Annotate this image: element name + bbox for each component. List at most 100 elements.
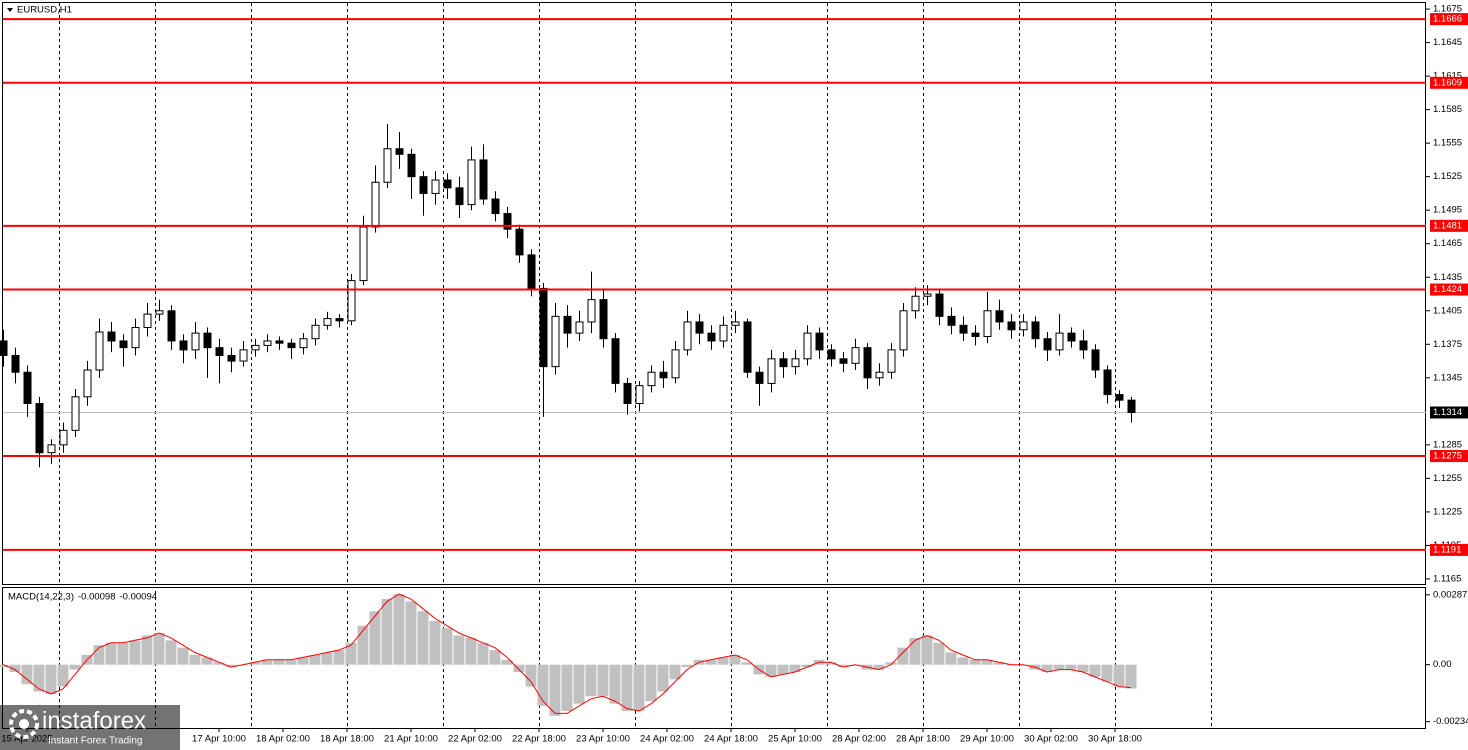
x-tick-label: 17 Apr 10:00 xyxy=(192,734,246,745)
bull-candle-body xyxy=(299,338,308,349)
macd-value: -0.00098 xyxy=(78,592,116,603)
level-label: 1.1424 xyxy=(1433,284,1462,295)
macd-bar xyxy=(165,640,177,665)
bear-candle-body xyxy=(1067,332,1076,342)
bear-candle-body xyxy=(11,354,20,373)
plot-layer xyxy=(0,18,1426,716)
bull-candle-body xyxy=(923,293,932,297)
macd-bar xyxy=(429,620,441,665)
bear-candle-body xyxy=(179,340,188,351)
bear-candle-body xyxy=(395,148,404,155)
macd-bar xyxy=(921,635,933,665)
level-label-bg xyxy=(1430,13,1468,26)
macd-bar xyxy=(969,659,981,665)
macd-bar xyxy=(1041,664,1053,672)
bull-candle-body xyxy=(1055,332,1064,351)
bull-candle-body xyxy=(131,327,140,349)
macd-bar xyxy=(789,664,801,672)
watermark: instaforex Instant Forex Trading xyxy=(0,705,180,750)
macd-bar xyxy=(213,662,225,665)
x-tick-label: 30 Apr 18:00 xyxy=(1088,734,1142,745)
macd-bar xyxy=(537,664,549,707)
bull-candle-body xyxy=(239,349,248,362)
axis-layer: 1.1675 1.1645 1.1615 1.1585 1.1555 1.1525 1.14… xyxy=(1,4,1468,745)
bull-candle-body xyxy=(683,321,692,351)
macd-pane-frame xyxy=(2,587,1426,729)
macd-bar xyxy=(465,637,477,665)
bear-candle-body xyxy=(959,324,968,334)
signal-value: -0.00094 xyxy=(120,592,158,603)
bull-candle-body xyxy=(467,159,476,206)
bear-candle-body xyxy=(779,358,788,368)
bear-candle-body xyxy=(119,340,128,349)
macd-bar xyxy=(381,598,393,665)
level-label: 1.1481 xyxy=(1433,220,1462,231)
bull-candle-body xyxy=(83,369,92,398)
bull-candle-body xyxy=(719,324,728,342)
bear-candle-body xyxy=(707,332,716,342)
bear-candle-body xyxy=(1103,369,1112,396)
macd-bar xyxy=(1101,664,1113,682)
bull-candle-body xyxy=(671,349,680,379)
bull-candle-body xyxy=(851,347,860,364)
bull-candle-body xyxy=(647,371,656,387)
bear-candle-body xyxy=(491,198,500,215)
macd-bar xyxy=(909,637,921,665)
y-tick-label: 1.1645 xyxy=(1433,37,1462,48)
macd-bar xyxy=(249,662,261,665)
bear-candle-body xyxy=(1091,349,1100,371)
y-tick-label: 1.1255 xyxy=(1433,473,1462,484)
macd-bar xyxy=(657,664,669,692)
macd-bar xyxy=(1077,664,1089,672)
y-tick-label: 1.1285 xyxy=(1433,439,1462,450)
x-tick-label: 18 Apr 18:00 xyxy=(320,734,374,745)
level-label: 1.1609 xyxy=(1433,77,1462,88)
level-label-bg xyxy=(1430,76,1468,89)
macd-bar xyxy=(321,652,333,665)
bear-candle-body xyxy=(419,176,428,194)
x-tick-label: 28 Apr 18:00 xyxy=(896,734,950,745)
macd-bar xyxy=(93,645,105,665)
macd-bar xyxy=(801,664,813,668)
watermark-icon-core xyxy=(19,719,29,729)
bear-candle-body xyxy=(0,340,8,356)
macd-bar xyxy=(585,664,597,697)
bull-candle-body xyxy=(791,358,800,368)
bull-candle-body xyxy=(359,226,368,282)
macd-bar xyxy=(441,628,453,665)
bull-candle-body xyxy=(803,332,812,360)
bull-candle-body xyxy=(155,310,164,315)
y-tick-label: 1.1615 xyxy=(1433,71,1462,82)
macd-bar xyxy=(981,659,993,665)
macd-bar xyxy=(105,642,117,665)
y-tick-label: 1.1405 xyxy=(1433,305,1462,316)
x-tick-label: 23 Apr 10:00 xyxy=(576,734,630,745)
x-tick-label: 21 Apr 10:00 xyxy=(384,734,438,745)
macd-bar xyxy=(333,650,345,665)
bull-candle-body xyxy=(731,321,740,326)
bear-candle-body xyxy=(623,382,632,405)
level-label-bg xyxy=(1430,219,1468,232)
bull-candle-body xyxy=(71,396,80,431)
bull-candle-body xyxy=(899,310,908,351)
x-tick-label: 28 Apr 02:00 xyxy=(832,734,886,745)
watermark-brand: instaforex xyxy=(42,707,146,734)
bull-candle-body xyxy=(347,280,356,322)
macd-bar xyxy=(153,633,165,665)
level-label-bg xyxy=(1430,283,1468,296)
bull-candle-body xyxy=(587,299,596,323)
macd-bar xyxy=(525,664,537,687)
y-tick-label: 1.1495 xyxy=(1433,205,1462,216)
bull-candle-body xyxy=(371,181,380,228)
x-tick-label: 22 Apr 02:00 xyxy=(448,734,502,745)
bull-candle-body xyxy=(431,179,440,194)
current-price-label: 1.1314 xyxy=(1433,407,1462,418)
macd-bar xyxy=(573,664,585,704)
symbol-menu-arrow[interactable] xyxy=(7,8,13,12)
bear-candle-body xyxy=(995,310,1004,323)
bear-candle-body xyxy=(1127,399,1136,413)
macd-bar xyxy=(873,664,885,670)
bear-candle-body xyxy=(659,371,668,379)
bull-candle-body xyxy=(887,349,896,373)
